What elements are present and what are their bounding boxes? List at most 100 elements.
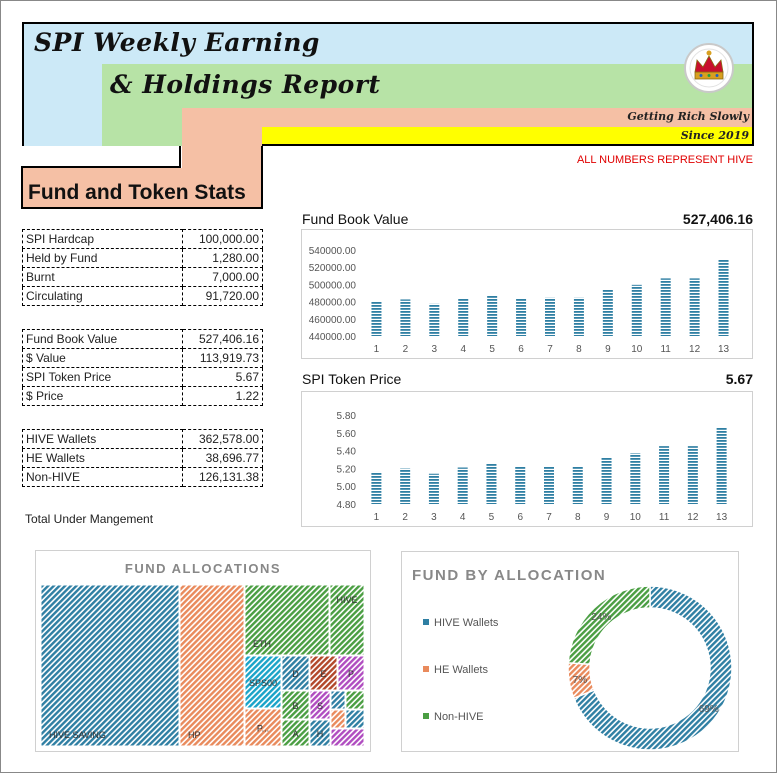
bar [716,427,727,504]
header-band-blue [22,22,754,64]
x-tick-label: 1 [374,344,380,355]
stat-label: Burnt [22,267,183,287]
x-tick-label: 9 [605,344,611,355]
bar [601,457,612,504]
price-chart-panel: 4.80 5.00 5.20 5.40 5.60 5.80 1 2 3 4 5 6 7 8 9 10 11 12 1… [301,391,753,527]
treemap-tile [281,655,310,691]
treemap-title: FUND ALLOCATIONS [125,561,281,576]
header-outline [21,146,263,209]
fbv-headline-value: 527,406.16 [682,211,753,227]
stat-value: 527,406.16 [182,329,263,349]
treemap-tile [329,584,365,656]
stats-title: Fund and Token Stats [28,181,246,204]
table-row: Non-HIVE 126,131.38 [22,467,263,487]
bar [659,446,670,504]
y-tick-label: 5.20 [337,464,357,475]
treemap-label: H [317,729,324,739]
stat-label: $ Value [22,348,183,368]
table-row: HIVE Wallets 362,578.00 [22,429,263,449]
bar [487,295,498,336]
x-tick-label: 3 [432,344,438,355]
table-row: SPI Hardcap 100,000.00 [22,229,263,249]
table-row: Held by Fund 1,280.00 [22,248,263,268]
x-tick-label: 11 [659,512,670,523]
header-band-peach [182,108,754,127]
table-row: $ Value 113,919.73 [22,348,263,368]
stat-value: 1,280.00 [182,248,263,268]
bar [602,289,613,336]
y-tick-label: 5.80 [337,411,357,422]
stats-title-band [22,168,262,208]
stat-label: SPI Token Price [22,367,183,387]
bar [429,303,440,336]
y-tick-label: 500000.00 [309,280,357,291]
x-tick-label: 10 [630,512,642,523]
stat-label: HIVE Wallets [22,429,183,449]
donut-title: FUND BY ALLOCATION [412,567,606,584]
table-row: SPI Token Price 5.67 [22,367,263,387]
fbv-chart-panel: 440000.00 460000.00 480000.00 500000.00 5200… [301,229,753,359]
y-tick-label: 5.60 [337,429,357,440]
x-tick-label: 7 [546,512,552,523]
bar [573,297,584,336]
treemap-label: HIVE SAVING [49,730,106,740]
treemap-label: B [292,701,298,711]
y-tick-label: 5.40 [337,447,357,458]
stat-value: 362,578.00 [182,429,263,449]
bar [457,467,468,504]
treemap-tile [244,584,330,656]
treemap-label: P... [257,724,269,734]
treemap-label: ETH [253,639,271,649]
x-tick-label: 6 [517,512,523,523]
stat-value: 113,919.73 [182,348,263,368]
stat-value: 126,131.38 [182,467,263,487]
fbv-chart-title: Fund Book Value [302,211,409,227]
x-tick-label: 6 [518,344,524,355]
bar [486,463,497,504]
x-tick-label: 9 [604,512,610,523]
x-tick-label: 4 [460,344,466,355]
treemap-label: A [292,729,298,739]
stat-label: Non-HIVE [22,467,183,487]
legend-label: HE Wallets [434,664,488,676]
fbv-bar-chart: 440000.00 460000.00 480000.00 500000.00 5200… [309,246,730,355]
bar [516,298,527,336]
stat-label: Circulating [22,286,183,306]
x-tick-label: 13 [718,344,730,355]
legend-swatch [423,666,429,672]
treemap-tile [281,690,310,720]
x-tick-label: 13 [716,512,728,523]
stat-value: 7,000.00 [182,267,263,287]
bar [631,284,642,336]
bar [545,297,555,336]
treemap-tile [330,728,365,747]
treemap-tile [330,709,346,729]
bar [572,466,583,504]
donut-slice [567,585,651,666]
treemap-tile [40,584,180,747]
header-band-green [102,64,754,108]
header-band-blue-left [22,64,102,146]
currency-note: ALL NUMBERS REPRESENT HIVE [576,154,753,166]
stat-value: 5.67 [182,367,263,387]
bar [689,278,700,336]
treemap-label: D [292,669,299,679]
table-row: $ Price 1.22 [22,386,263,406]
report-title-line1: SPI Weekly Earning [34,28,320,57]
stat-label: HE Wallets [22,448,183,468]
treemap-tile [244,708,282,747]
price-headline-value: 5.67 [725,371,753,387]
legend-swatch [423,619,429,625]
treemap-label: HIVE [336,595,357,605]
bar [371,471,382,504]
table-row: Burnt 7,000.00 [22,267,263,287]
stat-label: $ Price [22,386,183,406]
x-tick-label: 8 [576,344,582,355]
x-tick-label: 12 [689,344,701,355]
legend-label: Non-HIVE [434,711,484,723]
table-row: HE Wallets 38,696.77 [22,448,263,468]
crown-seal-icon [684,43,734,93]
fund-allocations-panel: FUND ALLOCATIONS HIVE SAVING HP ETH HIVE SPS0… [35,550,371,752]
